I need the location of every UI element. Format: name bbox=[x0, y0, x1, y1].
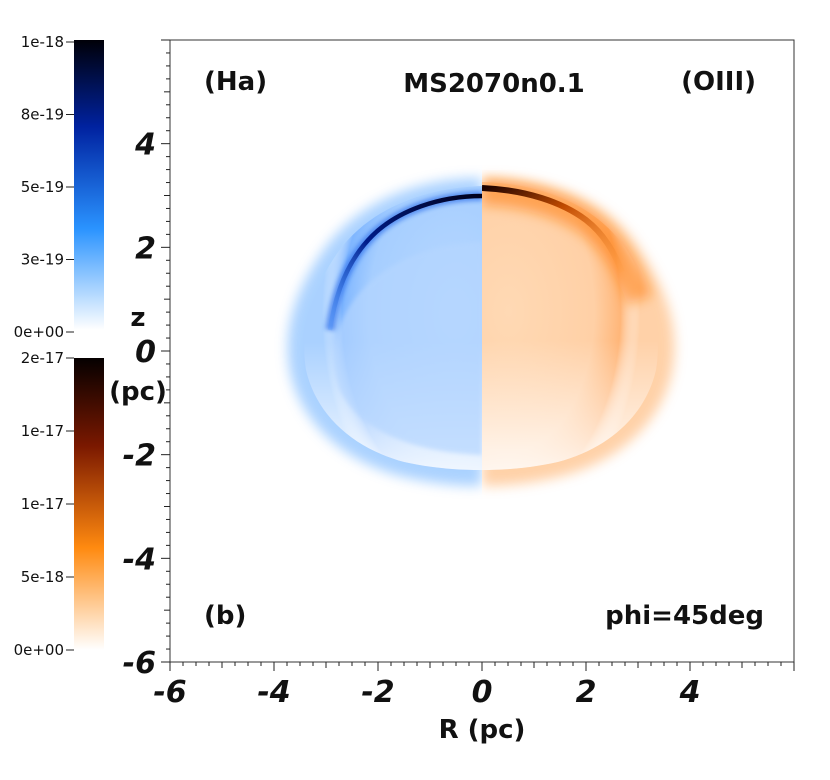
colorbar-tick-label: 0e+00 bbox=[14, 641, 64, 659]
colorbar-tick-label: 2e-17 bbox=[21, 349, 64, 367]
y-axis-label-z: z bbox=[130, 303, 145, 333]
colorbar-tick-label: 0e+00 bbox=[14, 323, 64, 341]
colorbar-ha-ticks: 0e+00 3e-19 5e-19 8e-19 1e-18 bbox=[14, 33, 74, 341]
colorbar-tick-label: 8e-19 bbox=[21, 106, 64, 124]
y-tick-label: -4 bbox=[123, 542, 156, 577]
x-tick-label: -2 bbox=[361, 675, 394, 710]
x-axis-label: R (pc) bbox=[439, 715, 526, 745]
ha-emission-map bbox=[287, 178, 482, 486]
colorbar-ha: 0e+00 3e-19 5e-19 8e-19 1e-18 bbox=[14, 33, 104, 341]
y-tick-label: 2 bbox=[135, 231, 156, 266]
colorbar-oiii-ticks: 0e+00 5e-18 1e-17 1e-17 2e-17 bbox=[14, 349, 74, 659]
annotation-viewing-angle: phi=45deg bbox=[605, 601, 764, 631]
colorbar-tick-label: 1e-17 bbox=[21, 495, 64, 513]
annotation-ha: (Ha) bbox=[204, 67, 267, 97]
annotation-panel-label: (b) bbox=[204, 601, 246, 631]
x-tick-label: 2 bbox=[576, 675, 597, 710]
x-tick-label: -4 bbox=[257, 675, 290, 710]
y-axis-label-unit: (pc) bbox=[109, 377, 167, 407]
ha-shell-ridge bbox=[327, 193, 482, 331]
ha-inner-dome bbox=[334, 242, 482, 455]
annotation-oiii: (OIII) bbox=[681, 67, 756, 97]
colorbar-oiii: 0e+00 5e-18 1e-17 1e-17 2e-17 bbox=[14, 349, 104, 659]
y-tick-label: 4 bbox=[134, 128, 156, 163]
y-tick-label: -2 bbox=[123, 439, 156, 474]
oiii-shell-ridge bbox=[482, 185, 625, 274]
colorbar-tick-label: 5e-18 bbox=[21, 568, 64, 586]
oiii-emission-map bbox=[482, 178, 675, 486]
y-tick-label: 0 bbox=[135, 335, 156, 370]
colorbar-tick-label: 3e-19 bbox=[21, 251, 64, 269]
colorbar-ha-ramp bbox=[74, 40, 104, 330]
y-axis-ticks: -6 -4 -2 0 2 4 bbox=[123, 39, 170, 681]
colorbar-tick-label: 5e-19 bbox=[21, 178, 64, 196]
colorbar-tick-label: 1e-17 bbox=[21, 422, 64, 440]
x-tick-label: 4 bbox=[679, 675, 701, 710]
chart-title: MS2070n0.1 bbox=[403, 69, 585, 99]
x-axis-ticks: -6 -4 -2 0 2 4 bbox=[153, 662, 795, 710]
y-tick-label: -6 bbox=[123, 646, 156, 681]
colorbar-oiii-ramp bbox=[74, 358, 104, 650]
x-tick-label: -6 bbox=[153, 675, 186, 710]
colorbar-tick-label: 1e-18 bbox=[21, 33, 64, 51]
x-tick-label: 0 bbox=[472, 675, 493, 710]
